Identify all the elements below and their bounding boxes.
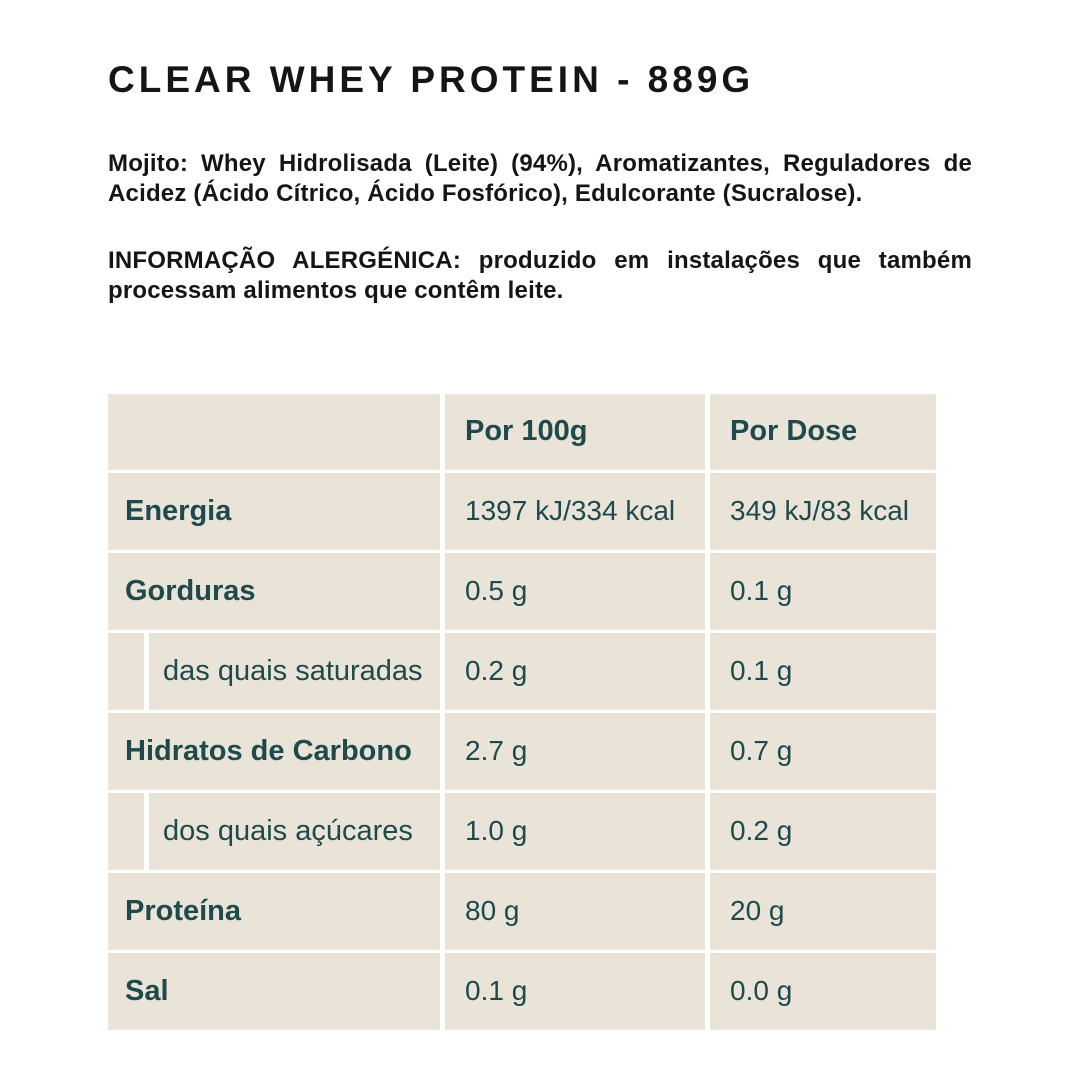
row-saturadas-per-dose: 0.1 g [710,632,936,710]
row-energia-per-dose: 349 kJ/83 kcal [710,472,936,550]
column-header-per-100g: Por 100g [445,393,705,470]
row-sal-per-100g: 0.1 g [445,952,705,1030]
row-sublabel-saturadas: das quais saturadas [149,632,440,710]
table-corner-cell [108,393,440,470]
row-label-gorduras: Gorduras [108,552,440,630]
row-label-energia: Energia [108,472,440,550]
ingredients-paragraph: Mojito: Whey Hidrolisada (Leite) (94%), … [108,149,972,207]
row-label-acucares: dos quais açúcares [108,792,440,870]
allergen-paragraph: INFORMAÇÃO ALERGÉNICA: produzido em inst… [108,246,972,304]
row-proteina-per-dose: 20 g [710,872,936,950]
row-acucares-per-dose: 0.2 g [710,792,936,870]
row-hidratos-per-100g: 2.7 g [445,712,705,790]
row-gorduras-per-dose: 0.1 g [710,552,936,630]
row-acucares-per-100g: 1.0 g [445,792,705,870]
column-header-per-dose: Por Dose [710,393,936,470]
row-energia-per-100g: 1397 kJ/334 kcal [445,472,705,550]
indent-strip [108,792,144,870]
page-title: CLEAR WHEY PROTEIN - 889G [108,59,755,100]
row-label-proteina: Proteína [108,872,440,950]
row-gorduras-per-100g: 0.5 g [445,552,705,630]
nutrition-table: Por 100g Por Dose Energia 1397 kJ/334 kc… [108,393,936,1030]
row-label-hidratos: Hidratos de Carbono [108,712,440,790]
row-sal-per-dose: 0.0 g [710,952,936,1030]
row-saturadas-per-100g: 0.2 g [445,632,705,710]
row-sublabel-acucares: dos quais açúcares [149,792,440,870]
indent-strip [108,632,144,710]
row-hidratos-per-dose: 0.7 g [710,712,936,790]
row-label-saturadas: das quais saturadas [108,632,440,710]
row-label-sal: Sal [108,952,440,1030]
row-proteina-per-100g: 80 g [445,872,705,950]
